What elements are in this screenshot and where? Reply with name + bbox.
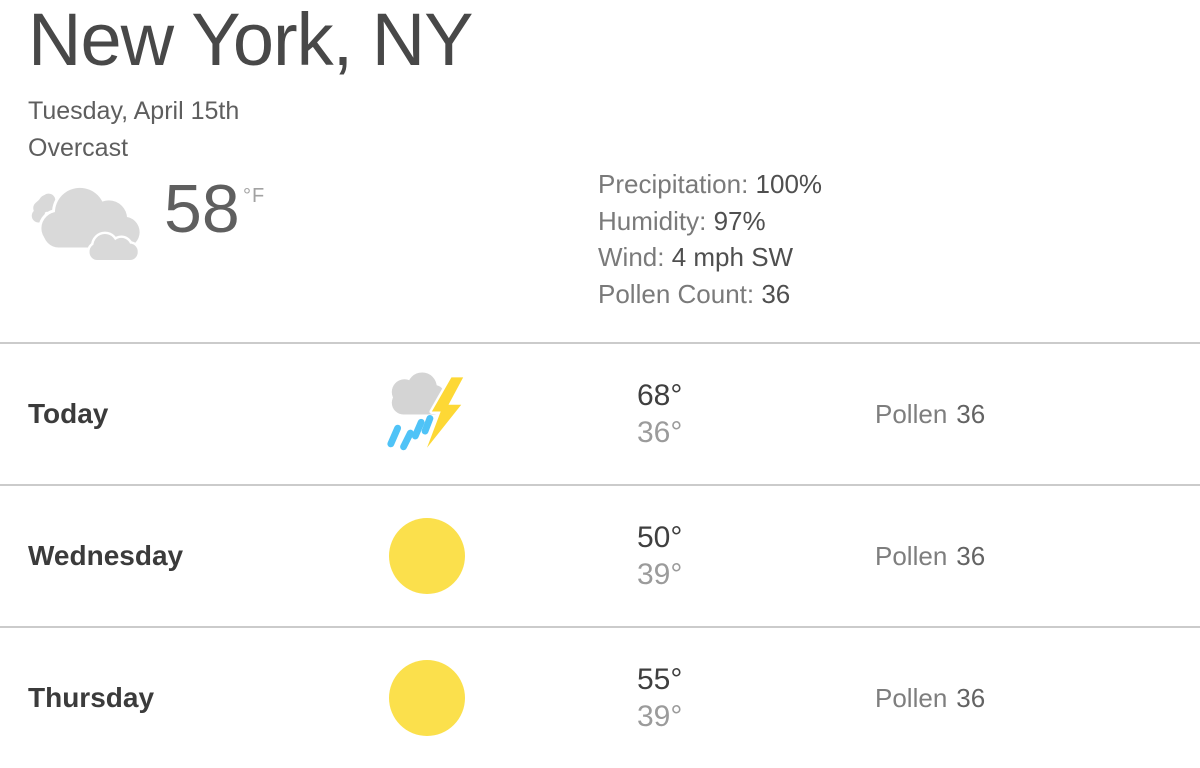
- precipitation-row: Precipitation: 100%: [598, 166, 822, 203]
- forecast-row-wednesday[interactable]: Wednesday 50° 39° Pollen 36: [0, 484, 1200, 626]
- weather-details: Precipitation: 100% Humidity: 97% Wind: …: [598, 166, 822, 312]
- humidity-value: 97%: [713, 205, 766, 236]
- wind-label: Wind:: [598, 242, 665, 272]
- humidity-label: Humidity:: [598, 205, 707, 236]
- pollen-count-label: Pollen Count:: [598, 278, 755, 309]
- high-temp: 55°: [637, 663, 683, 696]
- wind-value: 4 mph SW: [671, 242, 794, 272]
- city-title: New York, NY: [28, 0, 474, 81]
- humidity-row: Humidity: 97%: [598, 203, 822, 240]
- day-label: Today: [28, 398, 109, 429]
- thunderstorm-icon: [387, 372, 466, 451]
- pollen-label: Pollen: [875, 682, 948, 713]
- sunny-icon: [389, 660, 465, 736]
- day-label: Thursday: [28, 682, 155, 713]
- forecast-row-today[interactable]: Today: [0, 342, 1200, 484]
- pollen-value: 36: [956, 398, 986, 429]
- pollen-label: Pollen: [875, 398, 948, 429]
- low-temp: 36°: [637, 416, 683, 449]
- high-temp: 68°: [637, 379, 683, 412]
- low-temp: 39°: [637, 700, 683, 733]
- pollen-count-row: Pollen Count: 36: [598, 276, 822, 313]
- weather-widget: New York, NY Tuesday, April 15th Overcas…: [0, 0, 1200, 736]
- condition-text: Overcast: [28, 134, 129, 162]
- date-text: Tuesday, April 15th: [28, 97, 240, 125]
- low-temp: 39°: [637, 558, 683, 591]
- precipitation-value: 100%: [755, 169, 823, 199]
- sunny-icon: [389, 518, 465, 594]
- forecast-row-thursday[interactable]: Thursday 55° 39° Pollen 36: [0, 626, 1200, 768]
- clouds-icon: [31, 184, 143, 263]
- current-temperature: 58: [164, 171, 240, 247]
- wind-row: Wind: 4 mph SW: [598, 239, 822, 276]
- pollen-value: 36: [956, 682, 986, 713]
- precipitation-label: Precipitation:: [598, 169, 749, 199]
- pollen-count-value: 36: [761, 278, 791, 309]
- forecast-list: Today: [0, 342, 1200, 768]
- day-label: Wednesday: [28, 540, 184, 571]
- pollen-label: Pollen: [875, 540, 948, 571]
- temperature-unit: °F: [243, 185, 266, 207]
- pollen-value: 36: [956, 540, 986, 571]
- high-temp: 50°: [637, 521, 683, 554]
